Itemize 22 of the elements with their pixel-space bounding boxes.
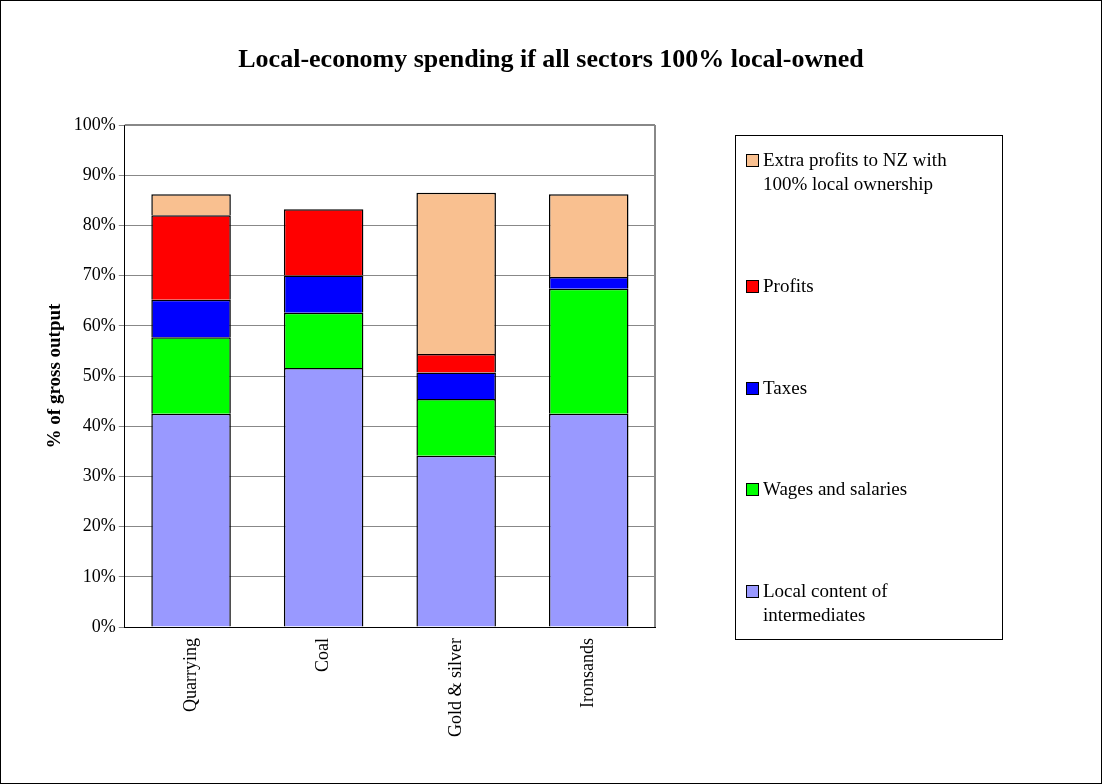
- x-tick-label: Coal: [312, 638, 333, 673]
- legend-label: Local content of intermediates: [763, 579, 889, 627]
- legend-label: Wages and salaries: [763, 477, 908, 502]
- y-tick-label: 10%: [82, 565, 116, 586]
- y-tick-label: 50%: [82, 364, 116, 385]
- legend-label: Profits: [763, 273, 814, 298]
- y-axis-title: % of gross output: [43, 302, 65, 449]
- y-tick-label: 90%: [82, 163, 116, 184]
- y-tick-label: 80%: [82, 214, 116, 235]
- y-tick-label: 40%: [82, 414, 116, 435]
- y-tick-label: 70%: [82, 264, 116, 285]
- y-tick-label: 20%: [82, 515, 116, 536]
- x-tick-label: Quarrying: [179, 638, 200, 712]
- x-tick-label: Gold & silver: [444, 638, 465, 738]
- chart-title: Local-economy spending if all sectors 100% local-owned: [237, 44, 865, 74]
- y-tick-label: 60%: [82, 314, 116, 335]
- y-tick-label: 100%: [73, 113, 116, 134]
- y-tick-label: 30%: [82, 465, 116, 486]
- legend-label: Extra profits to NZ with 100% local ownership: [763, 148, 948, 196]
- x-tick-label: Ironsands: [577, 638, 598, 709]
- y-tick-label: 0%: [91, 615, 116, 636]
- legend-label: Taxes: [763, 375, 808, 400]
